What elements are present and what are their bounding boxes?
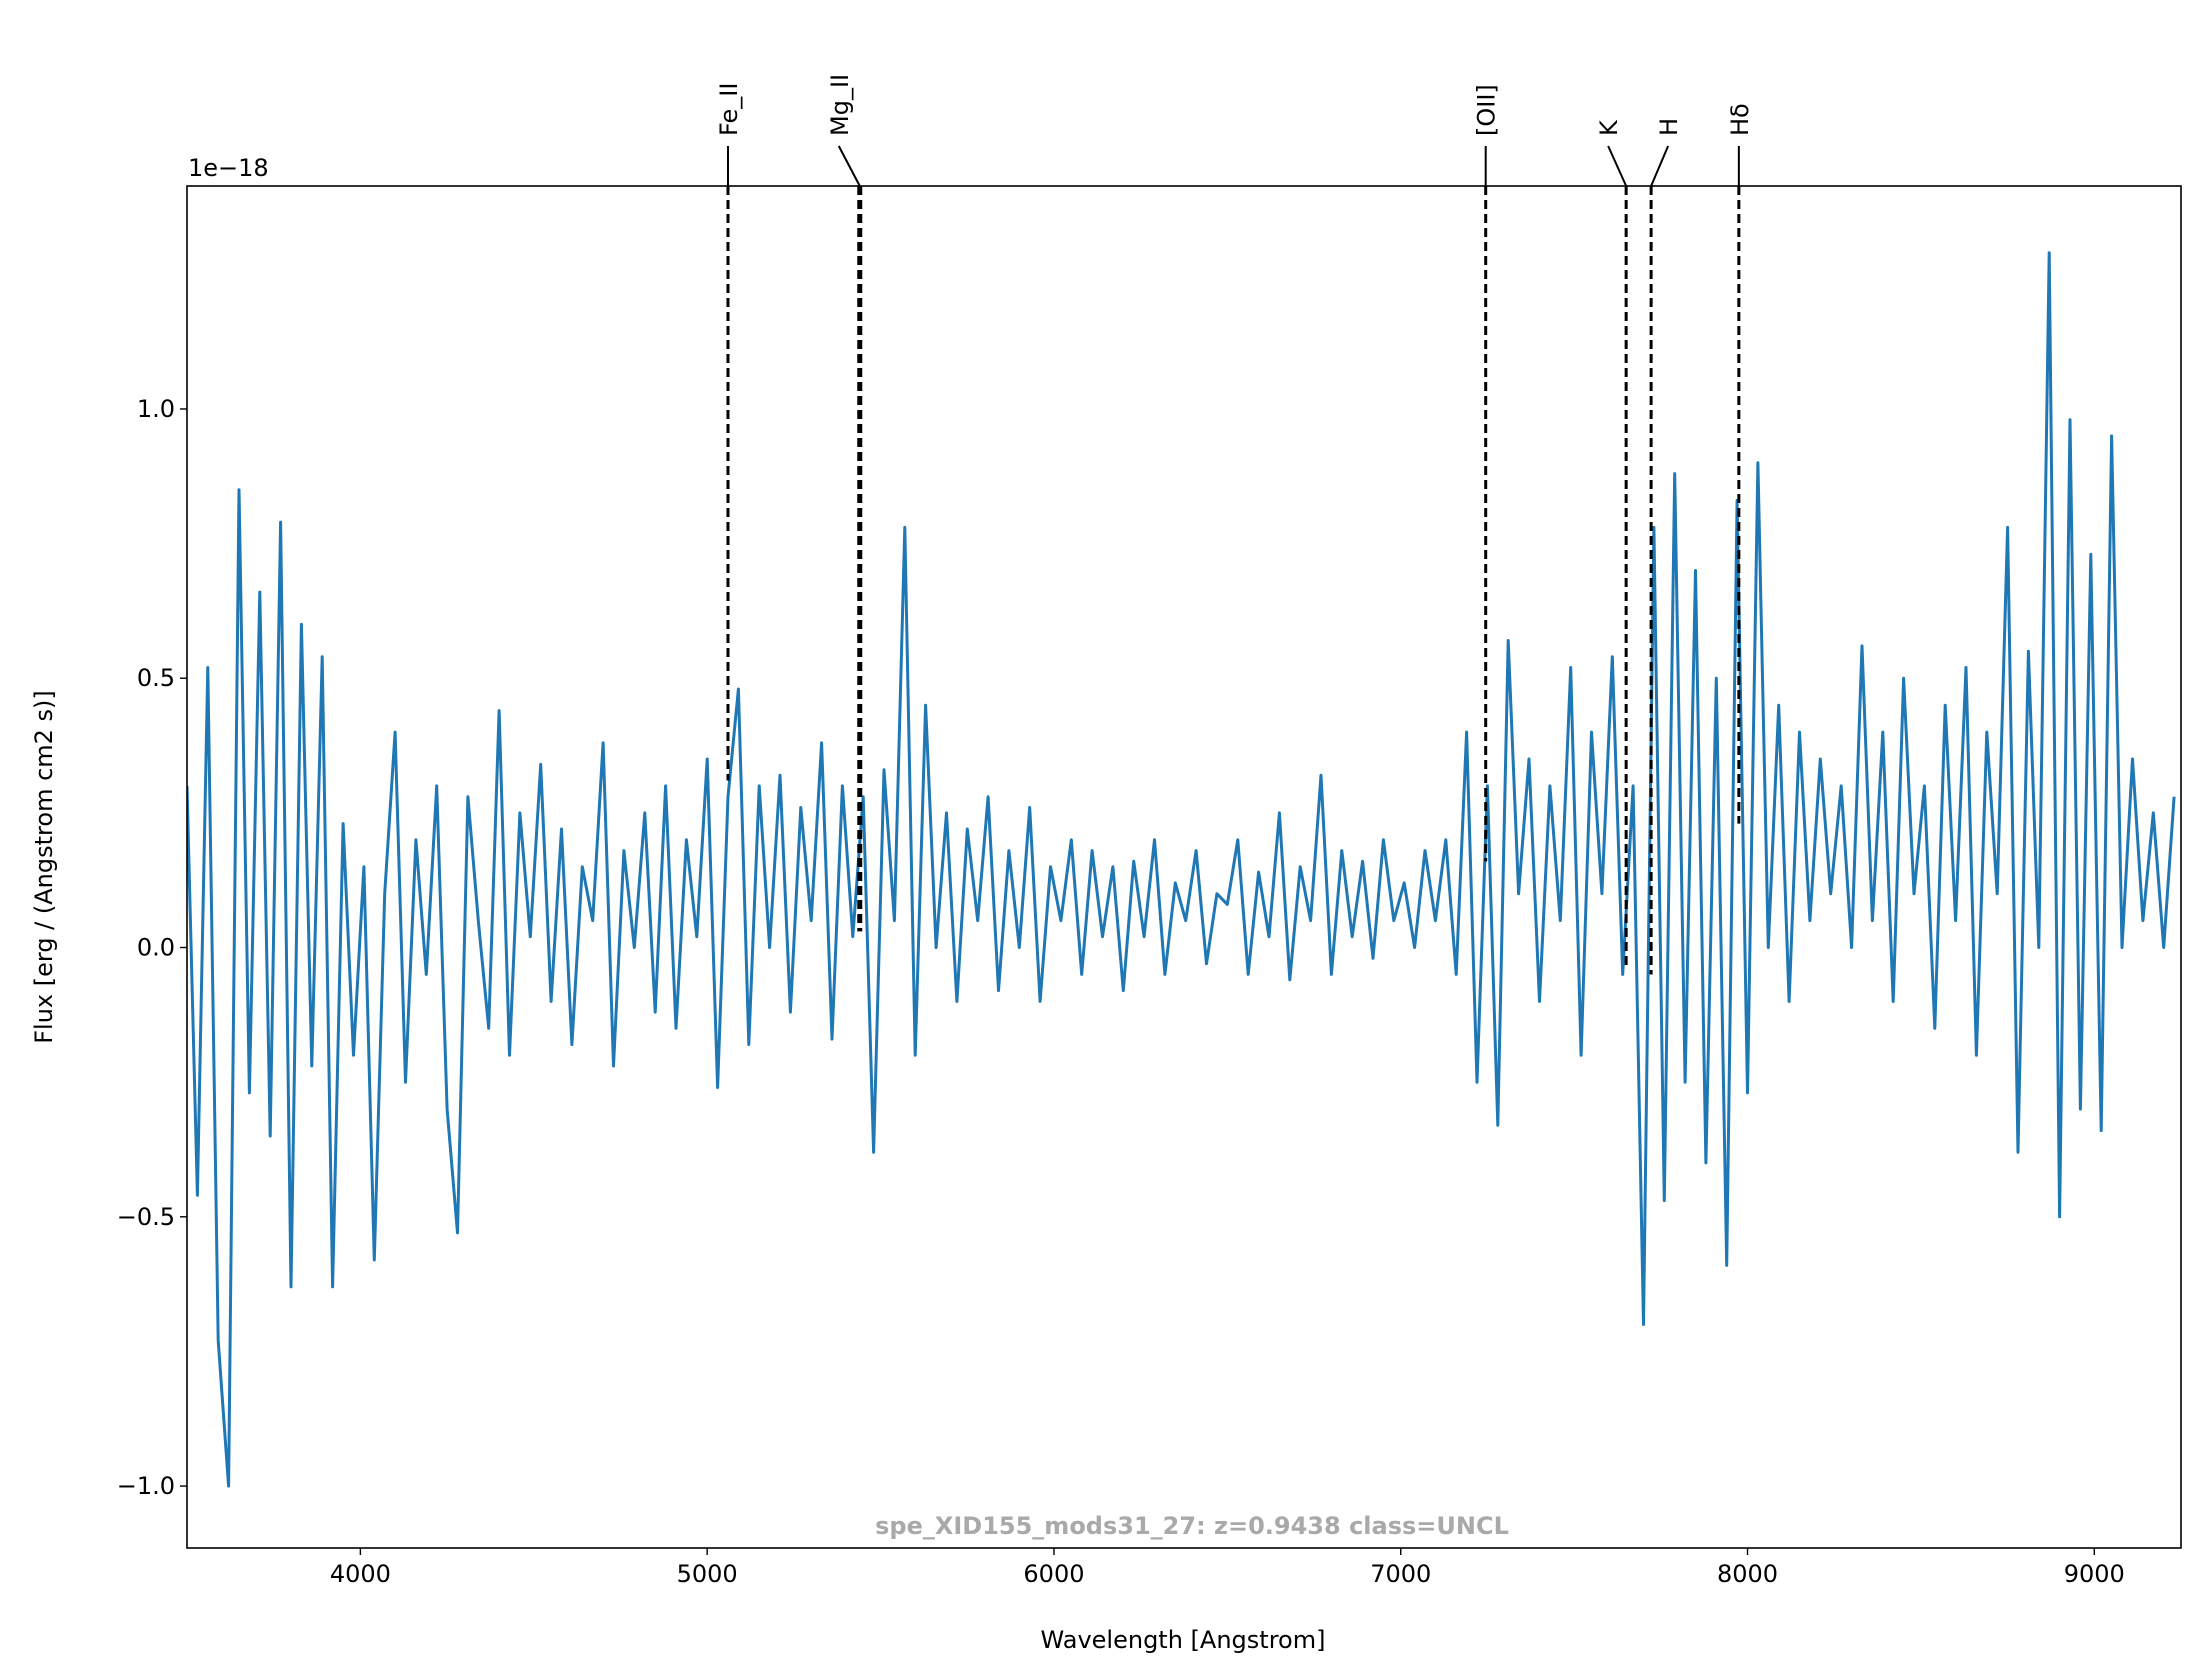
y-offset-label: 1e−18: [188, 154, 269, 182]
marker-label: Mg_II: [826, 74, 854, 136]
plot-frame: [186, 185, 2182, 1549]
x-tick-label: 8000: [1717, 1560, 1778, 1588]
marker-connector: [837, 145, 861, 187]
marker-connector: [1650, 145, 1670, 187]
marker-label: Fe_II: [715, 83, 743, 136]
spectrum-line: [187, 251, 2176, 1488]
x-tick-label: 4000: [330, 1560, 391, 1588]
marker-label: H: [1655, 118, 1683, 136]
x-tick-label: 7000: [1370, 1560, 1431, 1588]
y-tick-label: −1.0: [117, 1472, 175, 1500]
x-tick-label: 5000: [677, 1560, 738, 1588]
y-tick-label: 1.0: [137, 395, 175, 423]
marker-connector: [1607, 145, 1628, 187]
marker-label: K: [1595, 119, 1623, 136]
marker-label: Hδ: [1726, 103, 1754, 136]
marker-label: [OII]: [1473, 84, 1501, 136]
y-tick-label: −0.5: [117, 1203, 175, 1231]
x-tick-label: 9000: [2064, 1560, 2125, 1588]
x-axis-label: Wavelength [Angstrom]: [1041, 1626, 1326, 1654]
watermark-title: spe_XID155_mods31_27: z=0.9438 class=UNC…: [875, 1512, 1509, 1540]
y-axis-label: Flux [erg / (Angstrom cm2 s)]: [30, 690, 58, 1044]
x-tick-label: 6000: [1023, 1560, 1084, 1588]
y-tick-label: 0.5: [137, 664, 175, 692]
y-tick-label: 0.0: [137, 934, 175, 962]
